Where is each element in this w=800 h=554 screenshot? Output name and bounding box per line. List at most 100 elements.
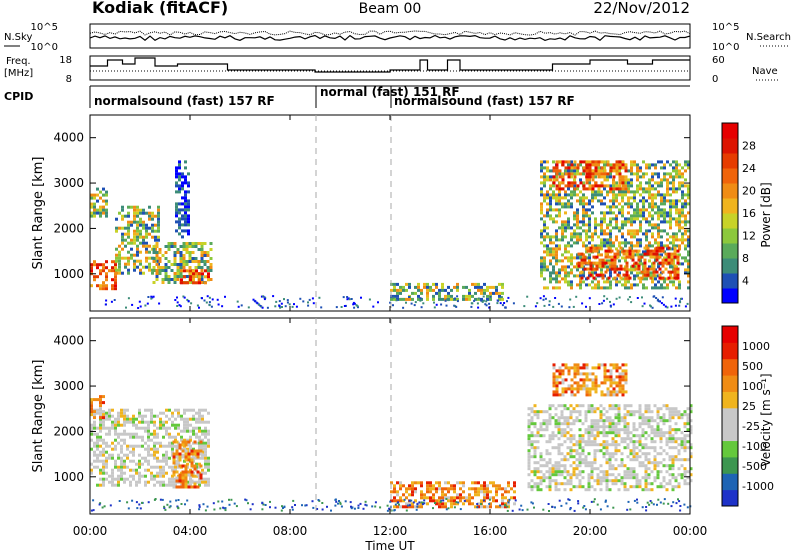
heatmap-cell (498, 484, 501, 488)
heatmap-cell (555, 262, 558, 266)
heatmap-cell (198, 444, 201, 448)
heatmap-cell (527, 482, 531, 486)
heatmap-cell (612, 390, 616, 394)
heatmap-cell (666, 172, 669, 176)
heatmap-cell (608, 488, 612, 492)
heatmap-cell (630, 229, 633, 233)
heatmap-cell (198, 278, 201, 282)
heatmap-cell (650, 461, 654, 465)
heatmap-cell (228, 503, 231, 506)
heatmap-cell (573, 375, 577, 379)
heatmap-cell (207, 429, 210, 433)
heatmap-cell (609, 190, 612, 194)
heatmap-cell (555, 196, 558, 200)
heatmap-cell (645, 217, 648, 221)
heatmap-cell (426, 484, 429, 488)
heatmap-cell (625, 264, 629, 268)
heatmap-cell (681, 205, 684, 209)
heatmap-cell (399, 487, 402, 491)
heatmap-cell (569, 428, 573, 432)
heatmap-cell (684, 217, 687, 221)
heatmap-cell (560, 404, 564, 408)
heatmap-cell (561, 277, 564, 281)
heatmap-cell (638, 482, 642, 486)
heatmap-cell (177, 462, 180, 466)
heatmap-cell (422, 501, 425, 504)
heatmap-cell (600, 238, 603, 242)
heatmap-cell (540, 190, 543, 194)
heatmap-cell (151, 296, 154, 299)
heatmap-cell (139, 271, 142, 275)
heatmap-cell (618, 244, 621, 248)
heatmap-cell (468, 487, 471, 491)
heatmap-cell (102, 281, 105, 285)
heatmap-cell (432, 294, 435, 298)
heatmap-cell (179, 266, 183, 269)
heatmap-cell (364, 500, 367, 503)
heatmap-cell (560, 504, 563, 507)
heatmap-cell (182, 263, 186, 266)
heatmap-cell (187, 220, 190, 224)
heatmap-cell (684, 305, 687, 308)
heatmap-cell (326, 505, 328, 508)
heatmap-cell (570, 205, 573, 209)
heatmap-cell (200, 251, 204, 254)
beam-title: Beam 00 (359, 1, 422, 17)
heatmap-cell (672, 199, 675, 203)
heatmap-cell (147, 438, 150, 442)
heatmap-cell (582, 172, 585, 176)
heatmap-cell (673, 264, 677, 268)
heatmap-cell (335, 500, 338, 503)
heatmap-cell (158, 260, 162, 263)
heatmap-cell (671, 458, 675, 462)
heatmap-cell (569, 464, 573, 468)
heatmap-cell (114, 462, 117, 466)
heatmap-cell (462, 294, 465, 298)
heatmap-cell (666, 184, 669, 188)
heatmap-cell (136, 214, 139, 218)
heatmap-cell (609, 305, 612, 308)
heatmap-cell (588, 256, 591, 260)
heatmap-cell (588, 214, 591, 218)
heatmap-cell (588, 372, 592, 376)
heatmap-cell (455, 501, 458, 504)
heatmap-cell (102, 193, 105, 197)
heatmap-cell (114, 287, 117, 291)
heatmap-cell (111, 483, 114, 487)
heatmap-cell (667, 255, 671, 259)
heatmap-cell (539, 428, 543, 432)
heatmap-cell (165, 429, 168, 433)
heatmap-cell (99, 435, 102, 439)
heatmap-cell (575, 458, 579, 462)
heatmap-cell (560, 482, 564, 486)
heatmap-cell (618, 172, 622, 176)
heatmap-cell (594, 366, 598, 370)
heatmap-cell (480, 505, 483, 509)
heatmap-cell (638, 461, 642, 465)
heatmap-cell (582, 381, 586, 385)
heatmap-cell (585, 390, 589, 394)
heatmap-cell (207, 462, 210, 466)
heatmap-cell (480, 484, 483, 488)
heatmap-cell (150, 477, 153, 481)
heatmap-cell (570, 286, 573, 290)
heatmap-cell (420, 502, 423, 506)
heatmap-cell (563, 422, 567, 426)
heatmap-cell (108, 480, 111, 484)
heatmap-cell (549, 175, 552, 179)
heatmap-cell (614, 443, 618, 447)
heatmap-cell (102, 441, 105, 445)
heatmap-cell (567, 175, 571, 179)
heatmap-cell (192, 272, 195, 276)
heatmap-cell (353, 306, 356, 309)
heatmap-cell (645, 187, 648, 191)
heatmap-cell (153, 414, 156, 418)
heatmap-cell (184, 205, 187, 209)
heatmap-cell (138, 480, 141, 484)
heatmap-cell (157, 229, 160, 233)
heatmap-cell (536, 482, 540, 486)
heatmap-cell (627, 241, 630, 245)
heatmap-cell (141, 414, 144, 418)
heatmap-cell (674, 455, 678, 459)
heatmap-cell (190, 479, 194, 483)
